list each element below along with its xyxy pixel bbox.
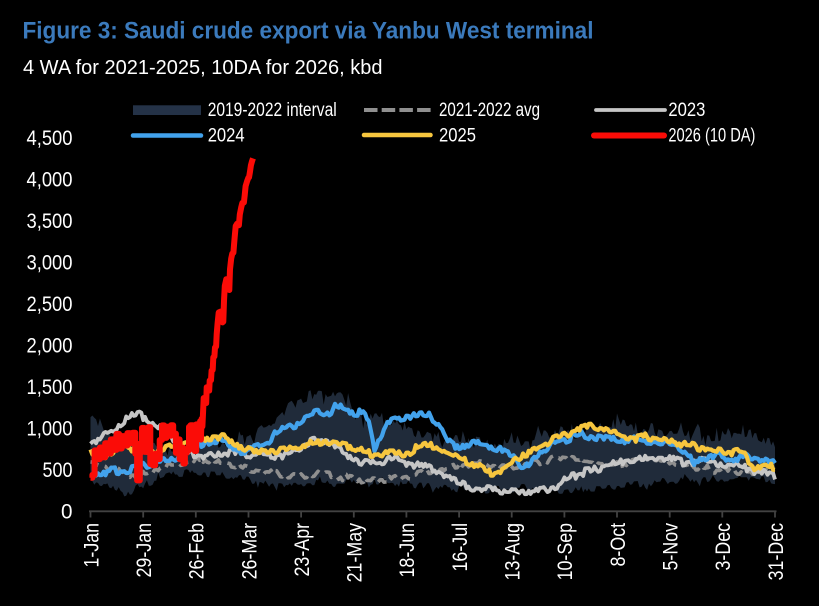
svg-text:2021-2022 avg: 2021-2022 avg bbox=[439, 100, 540, 121]
svg-text:8-Oct: 8-Oct bbox=[606, 523, 630, 567]
svg-text:10-Sep: 10-Sep bbox=[553, 523, 577, 581]
svg-text:4,500: 4,500 bbox=[27, 126, 73, 150]
svg-text:4,000: 4,000 bbox=[27, 167, 73, 191]
svg-text:1,500: 1,500 bbox=[27, 375, 73, 399]
svg-text:26-Feb: 26-Feb bbox=[185, 523, 209, 580]
svg-text:0: 0 bbox=[61, 500, 73, 524]
svg-text:29-Jan: 29-Jan bbox=[132, 523, 156, 578]
svg-text:2,500: 2,500 bbox=[27, 292, 73, 316]
svg-text:18-Jun: 18-Jun bbox=[395, 523, 419, 578]
svg-text:23-Apr: 23-Apr bbox=[290, 523, 314, 577]
svg-text:500: 500 bbox=[43, 458, 73, 482]
svg-text:21-May: 21-May bbox=[343, 523, 367, 583]
svg-text:2019-2022 interval: 2019-2022 interval bbox=[208, 100, 337, 121]
svg-text:3,500: 3,500 bbox=[27, 209, 73, 233]
svg-text:1-Jan: 1-Jan bbox=[79, 523, 103, 568]
svg-text:Figure 3: Saudi crude export v: Figure 3: Saudi crude export via Yanbu W… bbox=[23, 18, 594, 45]
svg-text:5-Nov: 5-Nov bbox=[659, 523, 683, 571]
svg-text:3-Dec: 3-Dec bbox=[711, 523, 735, 571]
svg-text:2025: 2025 bbox=[439, 126, 476, 147]
svg-text:26-Mar: 26-Mar bbox=[237, 523, 261, 580]
svg-text:16-Jul: 16-Jul bbox=[448, 523, 472, 572]
svg-text:2026 (10 DA): 2026 (10 DA) bbox=[668, 126, 755, 147]
svg-text:13-Aug: 13-Aug bbox=[501, 523, 525, 581]
svg-text:2024: 2024 bbox=[208, 126, 245, 147]
svg-text:2023: 2023 bbox=[668, 100, 705, 121]
svg-text:1,000: 1,000 bbox=[27, 417, 73, 441]
svg-text:2,000: 2,000 bbox=[27, 334, 73, 358]
svg-text:3,000: 3,000 bbox=[27, 251, 73, 275]
svg-text:31-Dec: 31-Dec bbox=[764, 523, 788, 581]
svg-text:4 WA for 2021-2025, 10DA for 2: 4 WA for 2021-2025, 10DA for 2026, kbd bbox=[23, 57, 383, 79]
